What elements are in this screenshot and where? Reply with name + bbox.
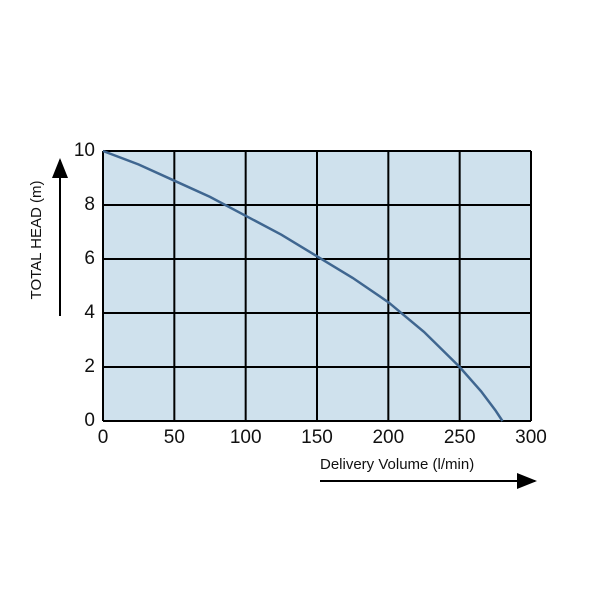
x-tick-label: 100 xyxy=(230,427,262,448)
y-tick-label: 6 xyxy=(84,248,95,269)
x-tick-label: 200 xyxy=(372,427,404,448)
y-tick-label: 2 xyxy=(84,356,95,377)
x-tick-label: 250 xyxy=(444,427,476,448)
x-tick-label: 0 xyxy=(98,427,109,448)
x-axis-label: Delivery Volume (l/min) xyxy=(320,456,474,473)
y-axis-label: TOTAL HEAD (m) xyxy=(28,181,45,300)
x-tick-label: 50 xyxy=(164,427,185,448)
series-line xyxy=(102,149,504,422)
y-tick-label: 4 xyxy=(84,302,95,323)
x-tick-label: 150 xyxy=(301,427,333,448)
y-tick-label: 0 xyxy=(84,410,95,431)
x-tick-label: 300 xyxy=(515,427,547,448)
y-tick-label: 10 xyxy=(74,140,95,161)
y-tick-label: 8 xyxy=(84,194,95,215)
